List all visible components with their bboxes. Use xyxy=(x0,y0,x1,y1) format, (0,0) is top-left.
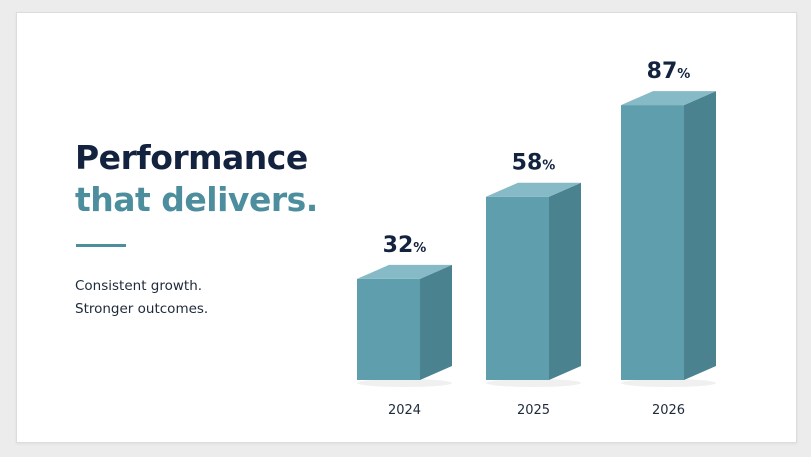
tagline-line-1: Consistent growth. xyxy=(75,278,203,294)
headline-line-1: Performance xyxy=(75,138,308,177)
bar-2025 xyxy=(486,196,549,380)
accent-divider xyxy=(76,244,126,247)
value-label-2025: 58% xyxy=(512,151,556,176)
slide-card: Performance that delivers. Consistent gr… xyxy=(16,12,797,443)
bar-top-2024 xyxy=(357,264,452,279)
bar-2026 xyxy=(621,105,684,380)
value-label-2026: 87% xyxy=(647,59,691,84)
bar-top-2026 xyxy=(621,91,716,106)
bar-side-2025 xyxy=(549,182,581,380)
bar-shadow-2026 xyxy=(621,379,716,387)
bar-shadow-2025 xyxy=(486,379,581,387)
category-label-2026: 2026 xyxy=(652,403,685,418)
category-label-2024: 2024 xyxy=(388,403,421,418)
category-label-2025: 2025 xyxy=(517,403,550,418)
headline-line-2: that delivers. xyxy=(75,180,318,219)
bar-shadow-2024 xyxy=(357,379,452,387)
value-label-2024: 32% xyxy=(383,233,427,258)
tagline-line-2: Stronger outcomes. xyxy=(75,301,209,317)
bar-chart: 32% 2024 58% 2025 87% 2026 xyxy=(357,59,716,418)
headline: Performance that delivers. xyxy=(75,137,318,221)
bar-side-2024 xyxy=(420,264,452,380)
bar-2024 xyxy=(357,278,420,380)
bar-side-2026 xyxy=(684,91,716,380)
tagline: Consistent growth. Stronger outcomes. xyxy=(75,275,208,321)
bar-top-2025 xyxy=(486,182,581,197)
